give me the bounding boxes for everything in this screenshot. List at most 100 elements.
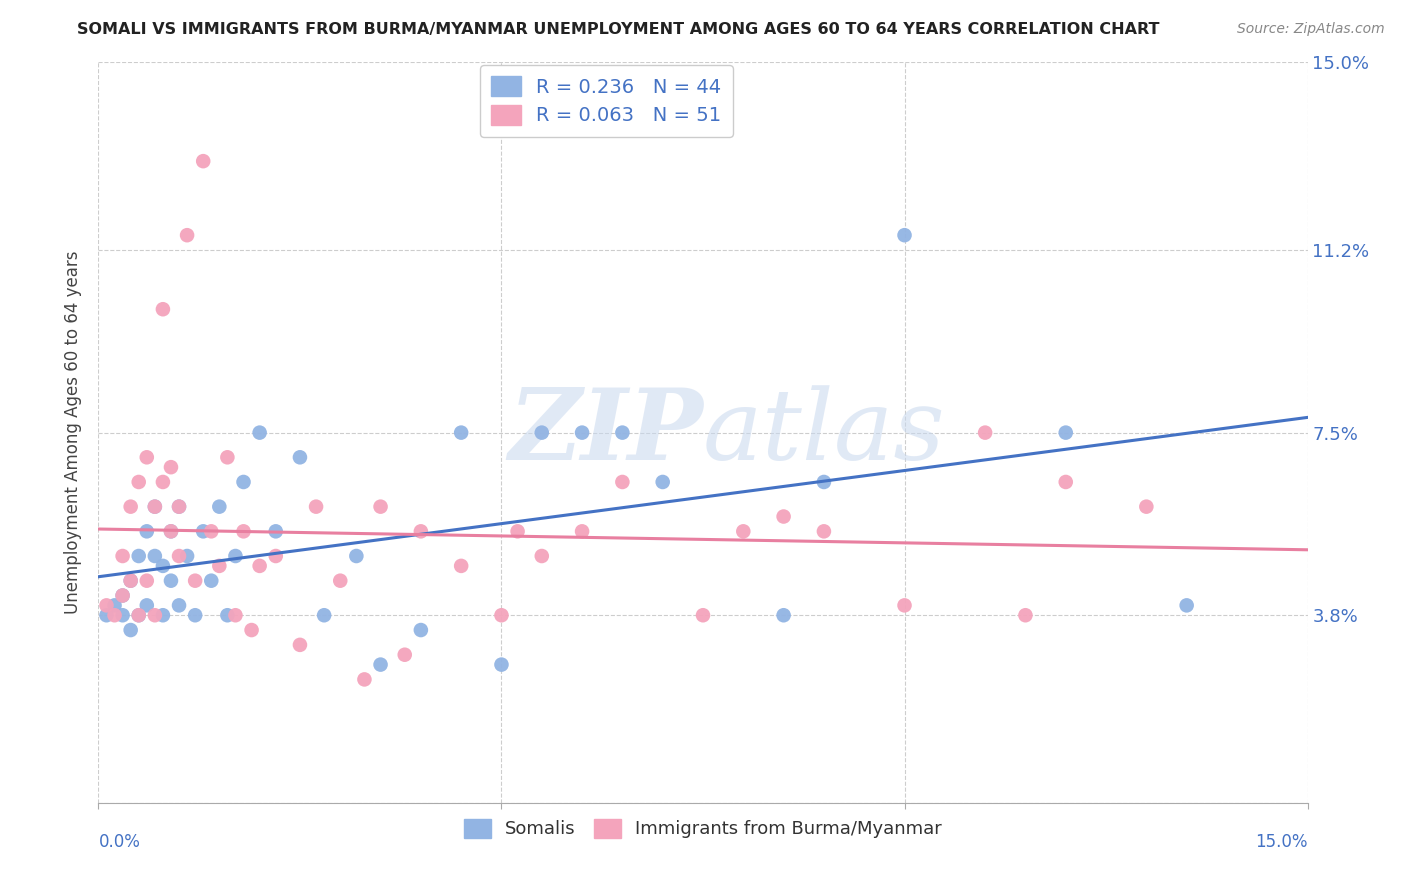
Point (135, 450, 157, 465)
Point (288, 638, 311, 652)
Text: 0.0%: 0.0% (98, 833, 141, 851)
Point (111, 549, 134, 563)
Point (96, 599, 118, 613)
Point (651, 475, 673, 489)
Point (571, 425, 593, 440)
Point (160, 574, 183, 588)
Point (103, 608, 125, 623)
Point (344, 549, 367, 563)
Point (249, 425, 271, 440)
Point (152, 475, 174, 489)
Point (208, 500, 231, 514)
Point (813, 524, 835, 539)
Point (409, 524, 432, 539)
Point (491, 608, 513, 623)
Y-axis label: Unemployment Among Ages 60 to 64 years: Unemployment Among Ages 60 to 64 years (65, 251, 83, 615)
Point (111, 608, 134, 623)
Point (120, 574, 142, 588)
Point (450, 425, 472, 440)
Point (409, 623, 432, 637)
Point (974, 425, 997, 440)
Point (264, 549, 287, 563)
Point (184, 608, 207, 623)
Point (692, 608, 714, 623)
Point (530, 425, 553, 440)
Point (176, 228, 198, 243)
Point (571, 524, 593, 539)
Point (813, 475, 835, 489)
Point (160, 524, 183, 539)
Point (612, 475, 634, 489)
Text: 15.0%: 15.0% (1256, 833, 1308, 851)
Point (143, 549, 166, 563)
Point (152, 558, 174, 573)
Point (167, 599, 190, 613)
Point (394, 648, 416, 662)
Point (120, 500, 142, 514)
Point (103, 599, 125, 613)
Point (893, 599, 915, 613)
Point (217, 450, 239, 465)
Point (135, 574, 157, 588)
Point (135, 599, 157, 613)
Point (249, 558, 271, 573)
Point (370, 657, 392, 672)
Point (612, 425, 634, 440)
Point (329, 574, 352, 588)
Point (450, 558, 472, 573)
Point (772, 509, 794, 524)
Point (96, 608, 118, 623)
Point (160, 460, 183, 475)
Text: Source: ZipAtlas.com: Source: ZipAtlas.com (1237, 22, 1385, 37)
Point (120, 574, 142, 588)
Point (176, 549, 198, 563)
Point (135, 524, 157, 539)
Point (733, 524, 755, 539)
Point (506, 524, 529, 539)
Point (152, 302, 174, 317)
Point (200, 524, 222, 539)
Point (128, 608, 150, 623)
Point (193, 154, 215, 169)
Point (167, 549, 190, 563)
Text: ZIP: ZIP (508, 384, 703, 481)
Point (184, 574, 207, 588)
Point (288, 450, 311, 465)
Point (1175, 599, 1198, 613)
Text: atlas: atlas (703, 385, 946, 480)
Point (224, 608, 246, 623)
Point (1135, 500, 1157, 514)
Point (530, 549, 553, 563)
Point (893, 228, 915, 243)
Point (128, 549, 150, 563)
Point (167, 500, 190, 514)
Point (772, 608, 794, 623)
Point (111, 589, 134, 603)
Point (217, 608, 239, 623)
Point (143, 500, 166, 514)
Point (128, 608, 150, 623)
Point (240, 623, 263, 637)
Point (200, 574, 222, 588)
Point (314, 608, 336, 623)
Point (224, 549, 246, 563)
Point (491, 657, 513, 672)
Point (232, 524, 254, 539)
Point (353, 673, 375, 687)
Point (111, 589, 134, 603)
Point (208, 558, 231, 573)
Point (143, 500, 166, 514)
Point (370, 500, 392, 514)
Point (160, 524, 183, 539)
Point (193, 524, 215, 539)
Point (264, 524, 287, 539)
Point (232, 475, 254, 489)
Point (1054, 475, 1077, 489)
Text: SOMALI VS IMMIGRANTS FROM BURMA/MYANMAR UNEMPLOYMENT AMONG AGES 60 TO 64 YEARS C: SOMALI VS IMMIGRANTS FROM BURMA/MYANMAR … (77, 22, 1160, 37)
Point (305, 500, 328, 514)
Legend: Somalis, Immigrants from Burma/Myanmar: Somalis, Immigrants from Burma/Myanmar (457, 812, 949, 846)
Point (120, 623, 142, 637)
Point (1054, 425, 1077, 440)
Point (143, 608, 166, 623)
Point (128, 475, 150, 489)
